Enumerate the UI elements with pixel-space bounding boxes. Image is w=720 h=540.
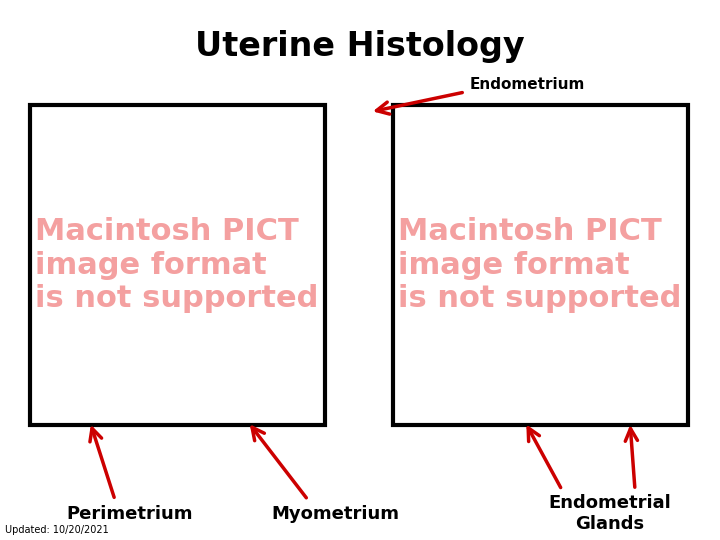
Bar xyxy=(30,105,325,425)
Text: Endometrial
Glands: Endometrial Glands xyxy=(549,494,671,533)
Text: Macintosh PICT
image format
is not supported: Macintosh PICT image format is not suppo… xyxy=(398,217,681,313)
Text: Macintosh PICT
image format
is not supported: Macintosh PICT image format is not suppo… xyxy=(35,217,318,313)
Text: Endometrium: Endometrium xyxy=(470,77,585,92)
Text: Updated: 10/20/2021: Updated: 10/20/2021 xyxy=(5,525,109,535)
Text: Perimetrium: Perimetrium xyxy=(67,505,193,523)
Text: Myometrium: Myometrium xyxy=(271,505,399,523)
Bar xyxy=(393,105,688,425)
Text: Uterine Histology: Uterine Histology xyxy=(195,30,525,63)
